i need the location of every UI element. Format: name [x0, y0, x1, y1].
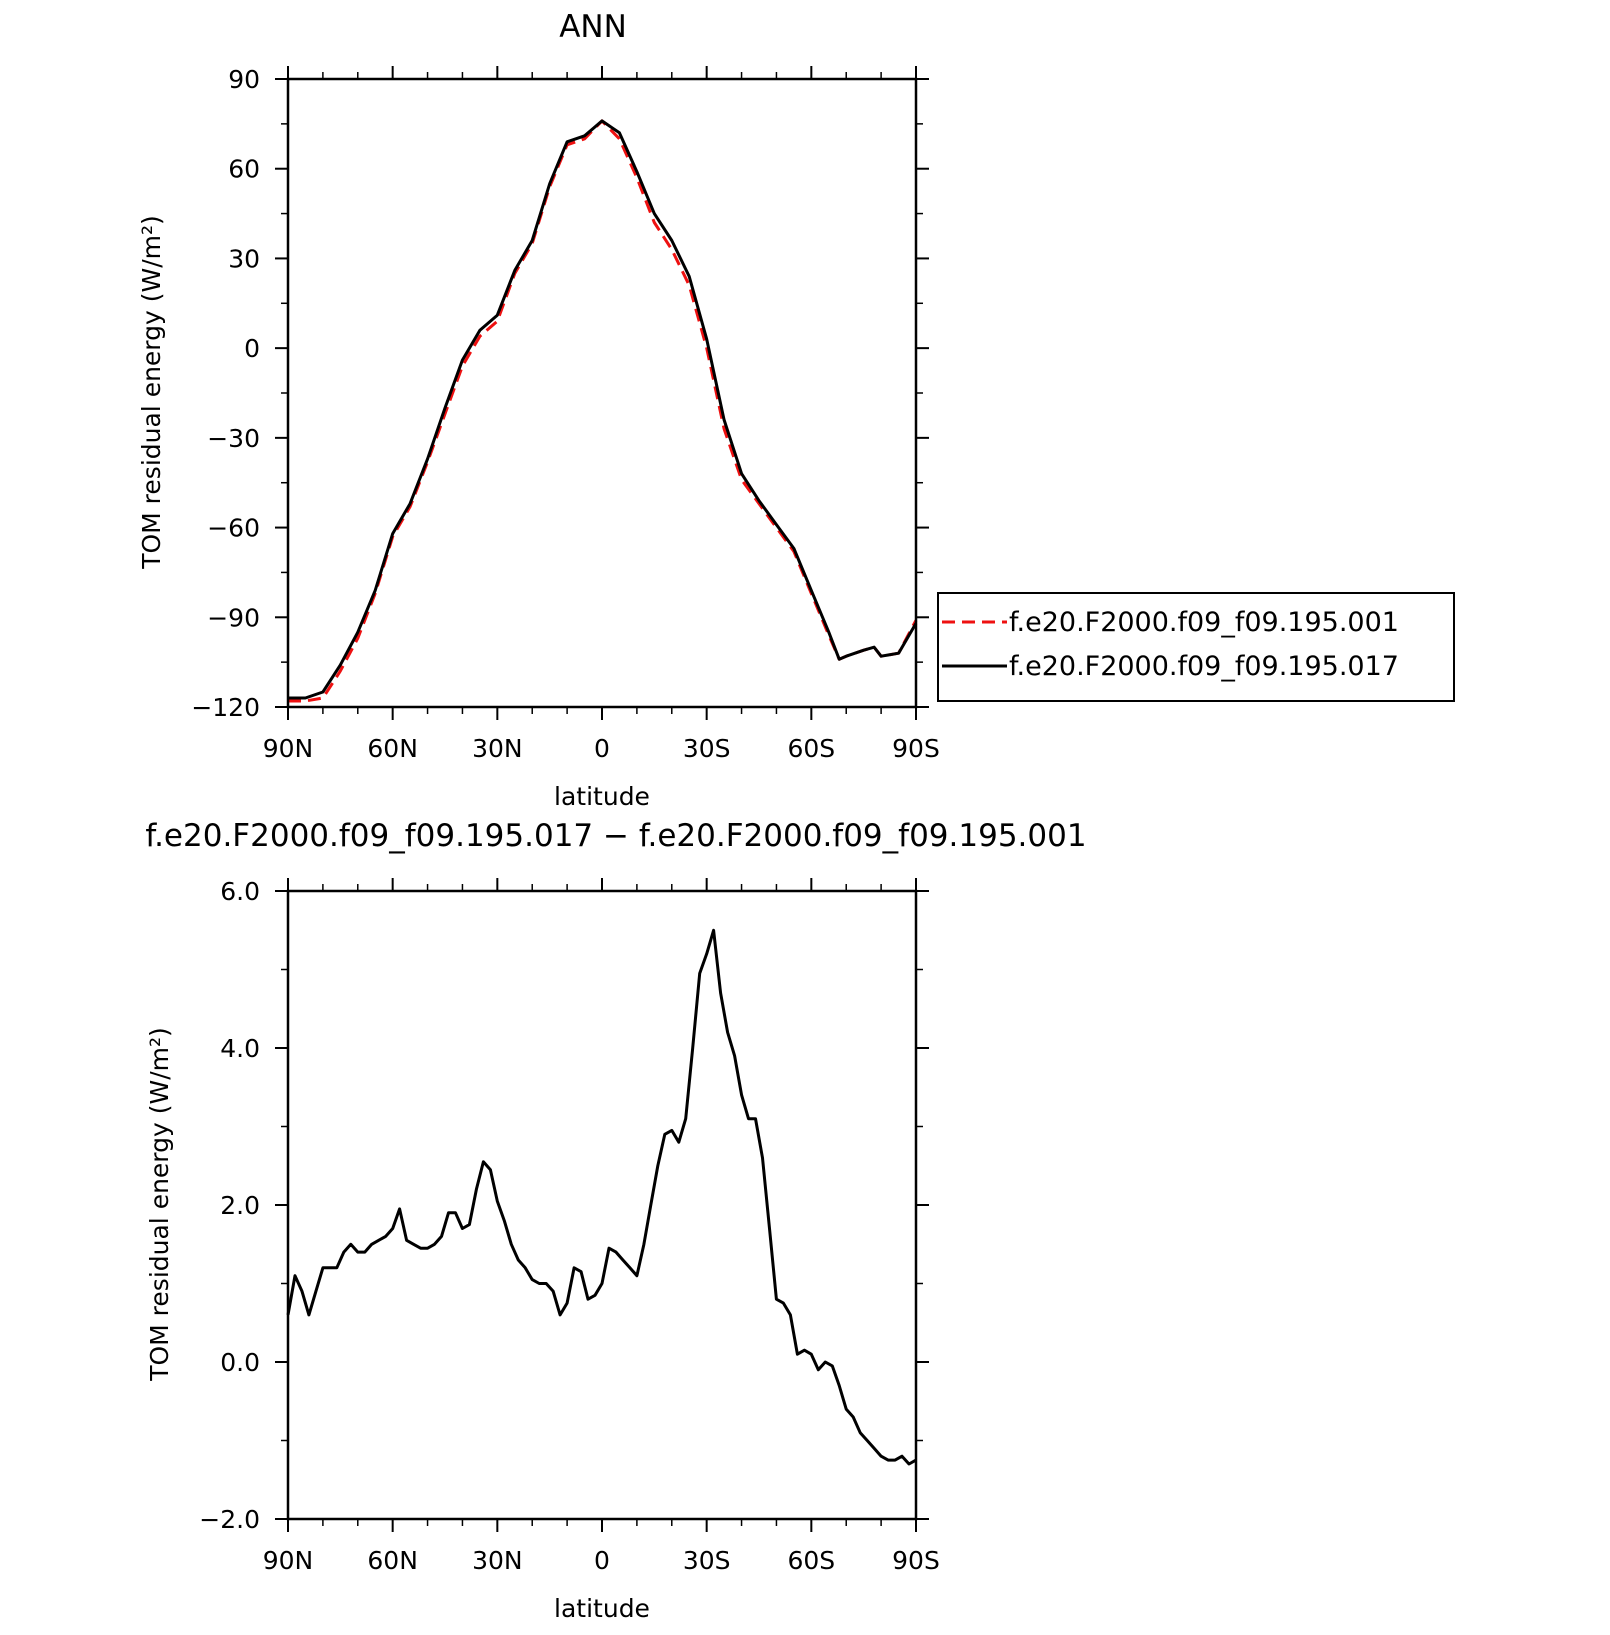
top-x-tick-label: 60N: [367, 734, 418, 763]
bottom-chart-title: f.e20.F2000.f09_f09.195.017 − f.e20.F200…: [145, 818, 1086, 854]
top-x-axis-label: latitude: [554, 782, 650, 811]
bottom-x-tick-label: 60N: [367, 1546, 418, 1575]
top-chart-title: ANN: [559, 9, 627, 45]
bottom-x-tick-label: 0: [594, 1546, 610, 1575]
bottom-y-tick-label: 2.0: [220, 1191, 260, 1220]
bottom-x-tick-label: 60S: [787, 1546, 835, 1575]
bottom-plot-frame: [286, 889, 918, 1521]
top-x-tick-label: 30N: [472, 734, 523, 763]
top-panel: ANN 90N 60N 30N 0 30S 60S 90S −120 −90 −60 −30 0 30 6…: [137, 9, 940, 811]
bottom-series-line-0: [286, 928, 917, 1466]
top-x-tick-label: 60S: [787, 734, 835, 763]
bottom-y-tick-label: 6.0: [220, 877, 260, 906]
top-x-tick-label: 90N: [263, 734, 314, 763]
bottom-y-tick-label: 0.0: [220, 1348, 260, 1377]
top-series-group: [288, 119, 918, 703]
legend-label-series-001: f.e20.F2000.f09_f09.195.001: [1009, 607, 1399, 638]
top-y-tick-label: 90: [228, 65, 260, 94]
bottom-x-tick-label: 30N: [472, 1546, 523, 1575]
top-x-tick-label: 0: [594, 734, 610, 763]
bottom-x-tick-label: 90N: [263, 1546, 314, 1575]
legend: f.e20.F2000.f09_f09.195.001 f.e20.F2000.…: [937, 592, 1455, 702]
top-y-tick-label: −30: [207, 424, 260, 453]
top-y-tick-label: 0: [244, 334, 260, 363]
top-y-tick-label: 60: [228, 155, 260, 184]
bottom-x-axis-label: latitude: [554, 1594, 650, 1623]
bottom-y-tick-label: 4.0: [220, 1034, 260, 1063]
top-y-tick-label: −60: [207, 514, 260, 543]
legend-label-series-017: f.e20.F2000.f09_f09.195.017: [1009, 651, 1399, 682]
bottom-series-group: [286, 928, 917, 1466]
bottom-ticks-group: 90N 60N 30N 0 30S 60S 90S −2.0 0.0 2.0 4.0 6.0: [199, 877, 940, 1575]
top-series-line-1: [288, 119, 918, 700]
bottom-panel: f.e20.F2000.f09_f09.195.017 − f.e20.F200…: [145, 818, 1087, 1623]
bottom-y-tick-label: −2.0: [199, 1505, 260, 1534]
bottom-x-tick-label: 30S: [683, 1546, 731, 1575]
top-y-tick-label: −120: [191, 693, 260, 722]
bottom-x-tick-label: 90S: [892, 1546, 940, 1575]
top-x-tick-label: 90S: [892, 734, 940, 763]
top-y-tick-label: −90: [207, 603, 260, 632]
top-y-tick-label: 30: [228, 244, 260, 273]
top-x-tick-label: 30S: [683, 734, 731, 763]
top-ticks-group: 90N 60N 30N 0 30S 60S 90S −120 −90 −60 −30 0 30 60 90: [191, 65, 940, 763]
top-y-axis-label: TOM residual energy (W/m²): [137, 215, 166, 570]
legend-box: [937, 592, 1455, 702]
bottom-y-axis-label: TOM residual energy (W/m²): [145, 1027, 174, 1382]
